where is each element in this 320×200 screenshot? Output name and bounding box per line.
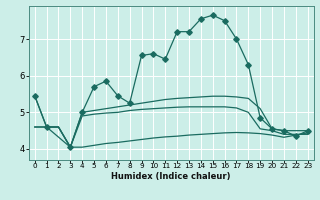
X-axis label: Humidex (Indice chaleur): Humidex (Indice chaleur)	[111, 172, 231, 181]
